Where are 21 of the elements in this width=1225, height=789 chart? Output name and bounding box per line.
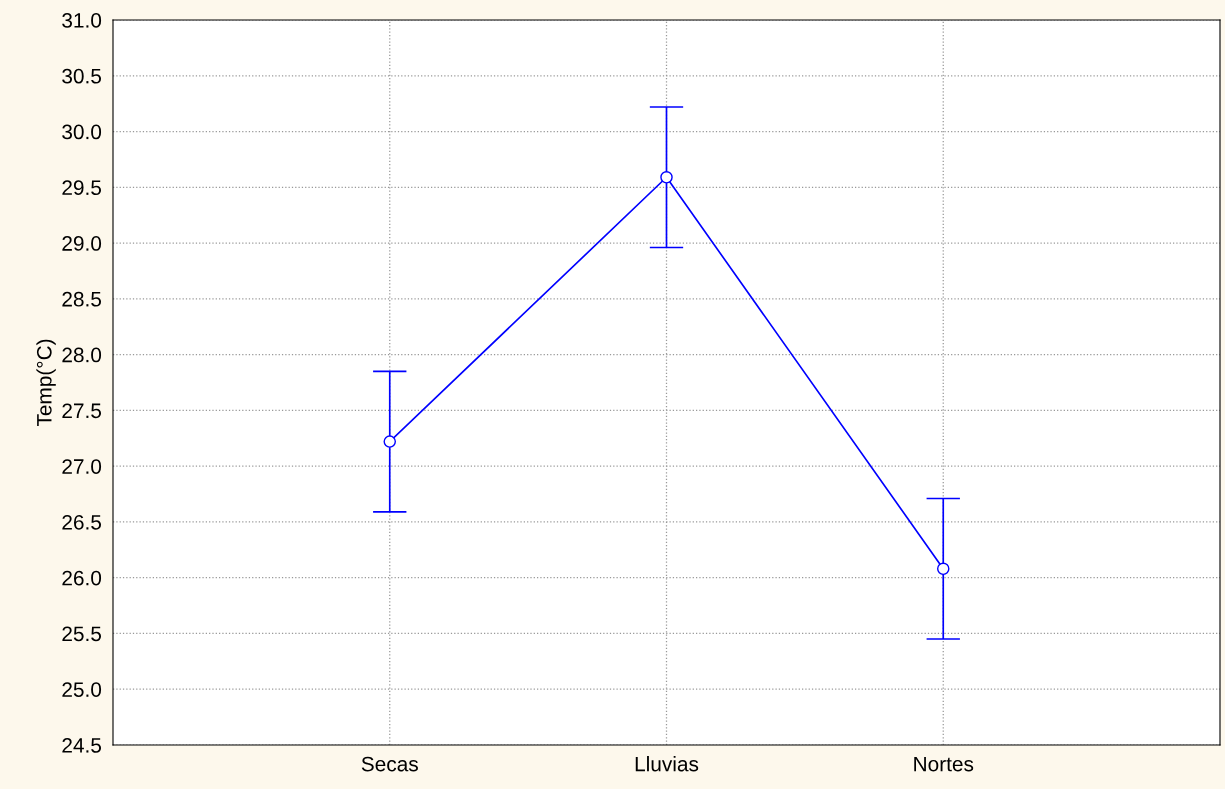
x-tick-label: Secas	[361, 756, 418, 772]
x-tick-label: Nortes	[914, 756, 974, 772]
y-tick-label: 29.5	[62, 180, 102, 196]
y-tick-label: 29.0	[62, 236, 102, 251]
point	[660, 171, 673, 184]
y-tick-label: 28.5	[62, 291, 102, 307]
y-axis-title: Temp(°C)	[36, 339, 56, 427]
y-tick-label: 28.0	[62, 347, 102, 363]
point	[383, 435, 397, 448]
point	[936, 562, 950, 576]
y-tick-label: 27.0	[62, 459, 102, 474]
y-tick-label: 30.5	[62, 68, 102, 84]
y-tick-label: 24.5	[62, 738, 102, 753]
y-tick-label: 26.0	[62, 570, 102, 586]
y-tick-label: 31.0	[62, 13, 102, 28]
y-tick-label: 25.5	[62, 626, 102, 642]
y-tick-label: 26.5	[62, 514, 102, 530]
y-tick-label: 25.0	[62, 682, 102, 697]
y-tick-label: 30.0	[62, 124, 102, 140]
y-tick-label: 27.5	[62, 403, 102, 419]
x-tick-label: Lluvias	[635, 756, 699, 772]
